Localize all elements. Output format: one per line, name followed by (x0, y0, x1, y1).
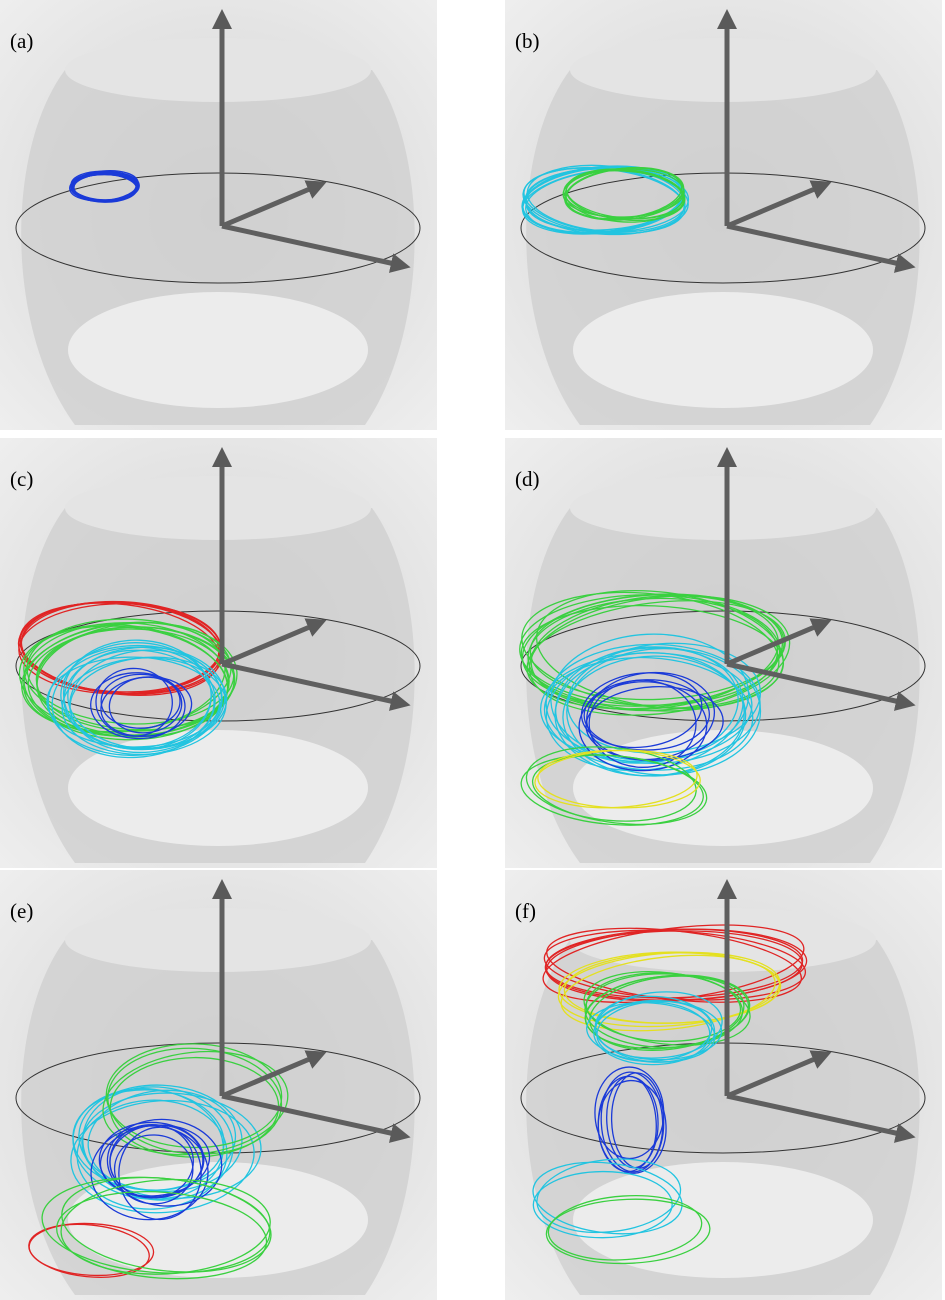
trajectory-loop (118, 1126, 202, 1221)
trajectory-loop (580, 672, 703, 749)
trajectory-loop (610, 1072, 665, 1169)
axis-x (726, 661, 916, 711)
axis-x (726, 223, 916, 273)
trajectory-loop (47, 644, 223, 756)
trajectory-loop (113, 1134, 194, 1205)
trajectory (521, 164, 690, 236)
panel: (d) (505, 438, 942, 868)
sphere-bottom (573, 1162, 873, 1278)
panel-label: (d) (515, 467, 540, 491)
axis-x (726, 1093, 916, 1143)
trajectory-loop (545, 647, 744, 772)
axis-y (221, 1050, 327, 1099)
sphere-top (570, 908, 876, 972)
trajectory-loop (60, 1178, 271, 1275)
axis-y (726, 180, 832, 229)
sphere-top (65, 476, 371, 540)
panel: (b) (505, 0, 942, 430)
axis-x (221, 661, 411, 711)
trajectory (532, 924, 808, 1265)
sphere-bottom (68, 292, 368, 408)
trajectory-loop (98, 1121, 205, 1198)
axis-y (726, 1050, 832, 1099)
axis-y (221, 618, 327, 667)
trajectory-loop (595, 991, 723, 1059)
trajectory (28, 1043, 289, 1280)
sphere-top (65, 908, 371, 972)
trajectory-loop (41, 1176, 271, 1274)
trajectory-loop (78, 1084, 243, 1193)
trajectory-loop (584, 973, 744, 1049)
trajectory-loop (565, 168, 686, 222)
trajectory-loop (600, 1071, 664, 1173)
trajectory-loop (520, 754, 704, 826)
trajectory-loop (100, 673, 181, 729)
panel-label: (a) (10, 29, 33, 53)
trajectory-loop (537, 749, 701, 809)
panel: (e) (0, 870, 437, 1300)
sphere-top (65, 38, 371, 102)
trajectory-loop (560, 954, 776, 1032)
trajectory-loop (106, 1118, 223, 1207)
panel: (a) (0, 0, 437, 430)
trajectory-loop (545, 1198, 711, 1265)
trajectory-loop (525, 746, 697, 822)
trajectory-loop (63, 646, 226, 751)
equator (520, 172, 926, 284)
panel-label: (f) (515, 899, 536, 923)
trajectory-loop (545, 928, 804, 999)
sphere-top (570, 38, 876, 102)
trajectory-loop (547, 1194, 703, 1261)
trajectory-loop (67, 649, 215, 749)
trajectory-loop (542, 924, 805, 1003)
trajectory-loop (532, 1170, 673, 1239)
panel: (c) (0, 438, 437, 868)
trajectory-loop (90, 672, 186, 740)
sphere-top (570, 476, 876, 540)
trajectory-loop (519, 594, 781, 706)
trajectory-loop (28, 1222, 155, 1277)
axis-y (221, 180, 327, 229)
trajectory-loop (546, 927, 803, 1003)
trajectory-loop (585, 686, 724, 762)
trajectory-loop (584, 974, 750, 1050)
equator (15, 172, 421, 284)
panel-label: (e) (10, 899, 33, 923)
trajectory-loop (72, 172, 140, 202)
trajectory-loop (583, 679, 711, 751)
trajectory-loop (102, 1050, 289, 1156)
trajectory (17, 600, 238, 759)
panel-label: (c) (10, 467, 33, 491)
sphere-bottom (573, 292, 873, 408)
trajectory-loop (90, 1125, 209, 1221)
trajectory-loop (61, 657, 227, 756)
trajectory-loop (520, 604, 785, 712)
panel: (f) (505, 870, 942, 1300)
axis-x (221, 223, 411, 273)
trajectory (69, 169, 140, 203)
equator (520, 1042, 926, 1154)
sphere-bottom (68, 730, 368, 846)
trajectory-loop (562, 655, 747, 777)
trajectory-loop (108, 676, 183, 734)
panel-label: (b) (515, 29, 540, 53)
trajectory-loop (105, 1043, 283, 1149)
trajectory-loop (536, 1158, 682, 1234)
trajectory-loop (563, 952, 782, 1024)
axis-y (726, 618, 832, 667)
trajectory-loop (585, 972, 742, 1042)
trajectory-loop (539, 652, 753, 763)
axis-x (221, 1093, 411, 1143)
